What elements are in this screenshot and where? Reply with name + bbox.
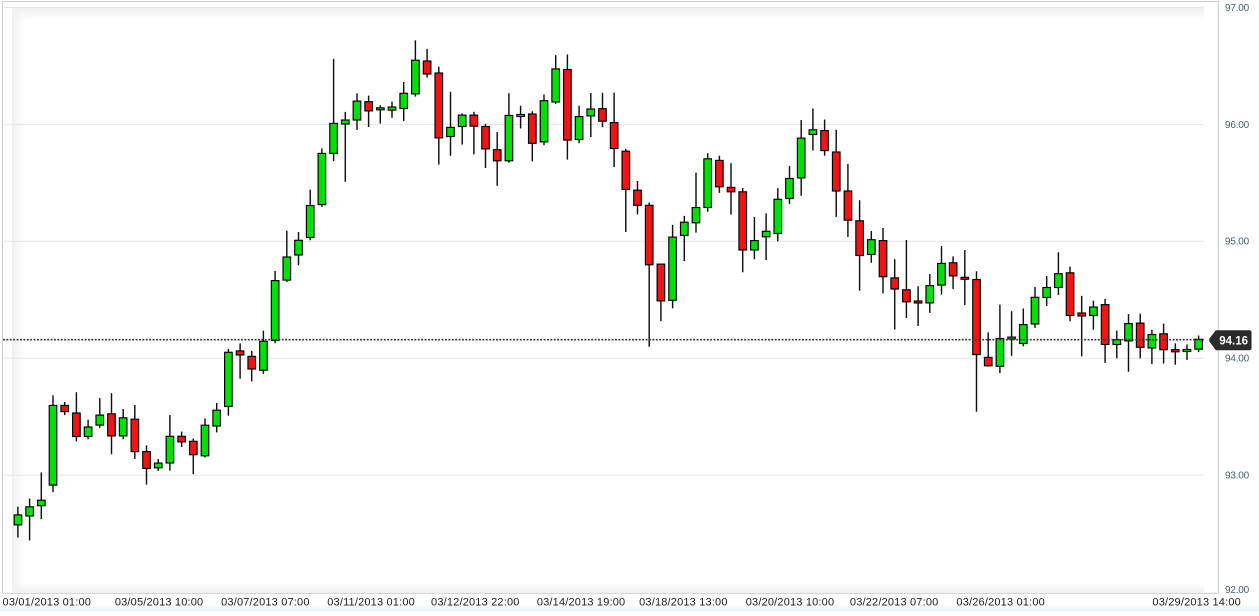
svg-text:94.00: 94.00 (1225, 354, 1250, 365)
svg-text:03/26/2013 01:00: 03/26/2013 01:00 (956, 597, 1045, 609)
svg-text:03/05/2013 10:00: 03/05/2013 10:00 (115, 597, 204, 609)
svg-text:03/01/2013 01:00: 03/01/2013 01:00 (3, 597, 92, 609)
svg-text:93.00: 93.00 (1225, 471, 1250, 482)
svg-text:03/14/2013 19:00: 03/14/2013 19:00 (537, 597, 626, 609)
svg-text:96.00: 96.00 (1225, 120, 1250, 131)
svg-text:03/20/2013 10:00: 03/20/2013 10:00 (746, 597, 835, 609)
svg-text:03/12/2013 22:00: 03/12/2013 22:00 (431, 597, 520, 609)
svg-text:95.00: 95.00 (1225, 237, 1250, 248)
svg-text:03/22/2013 07:00: 03/22/2013 07:00 (850, 597, 939, 609)
svg-text:92.00: 92.00 (1225, 585, 1250, 596)
svg-text:03/29/2013 14:00: 03/29/2013 14:00 (1152, 597, 1241, 609)
svg-text:97.00: 97.00 (1225, 3, 1250, 14)
svg-text:03/07/2013 07:00: 03/07/2013 07:00 (221, 597, 310, 609)
svg-text:94.16: 94.16 (1219, 336, 1248, 348)
svg-text:03/11/2013 01:00: 03/11/2013 01:00 (327, 597, 415, 609)
svg-text:03/18/2013 13:00: 03/18/2013 13:00 (639, 597, 728, 609)
